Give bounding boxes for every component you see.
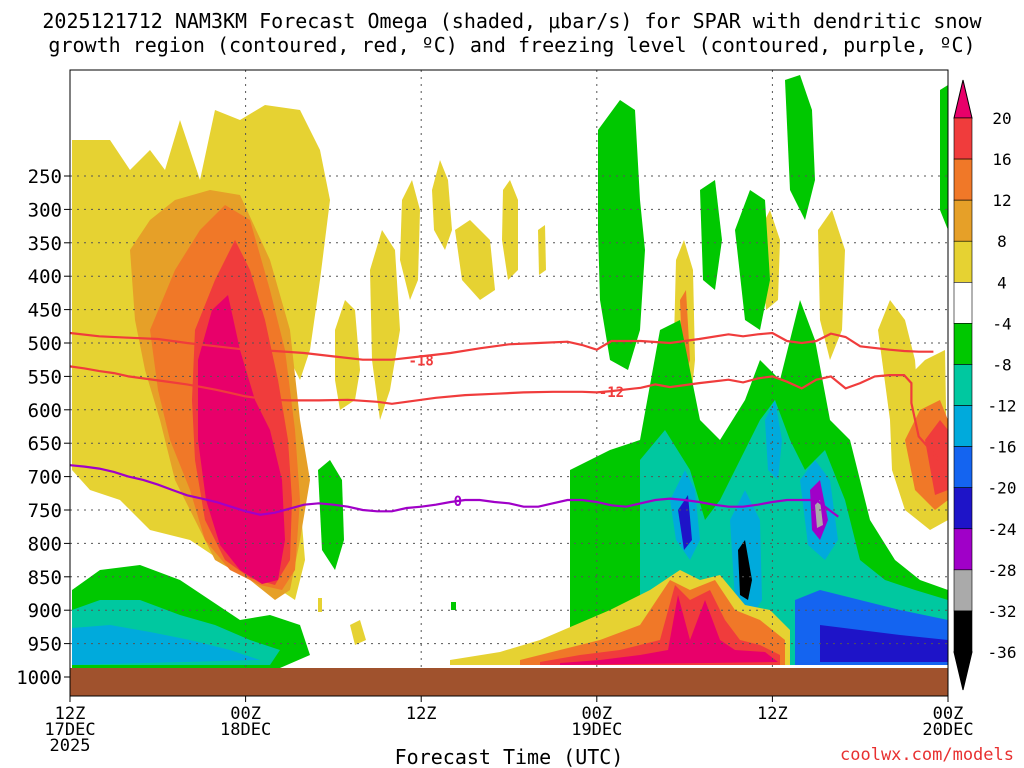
colorbar-bin-2 bbox=[953, 199, 973, 242]
shade-magenta-low bbox=[560, 595, 778, 665]
y-tick-label-650: 650 bbox=[28, 433, 62, 455]
shade-yellow-cell-a bbox=[335, 300, 360, 410]
shade-yellow-cell-tiny bbox=[318, 598, 322, 612]
y-tick-label-900: 900 bbox=[28, 600, 62, 622]
colorbar-label-8: -16 bbox=[988, 438, 1017, 457]
colorbar-bin-6 bbox=[953, 364, 973, 406]
x-tick-label-60-1: 20DEC bbox=[922, 720, 973, 740]
shade-green-cell-mid bbox=[318, 460, 344, 570]
contour-lines: -18 -12 0 bbox=[70, 331, 948, 518]
contour-dgz-minus-12 bbox=[70, 365, 948, 473]
colorbar-bin-3 bbox=[953, 240, 973, 283]
colorbar-bin-0 bbox=[953, 117, 973, 160]
shade-green-upper-a bbox=[598, 100, 645, 370]
shade-yellow-cell-d bbox=[432, 160, 452, 250]
shade-green-cell-tiny bbox=[451, 602, 456, 610]
shade-yellow-cell-small bbox=[350, 620, 366, 645]
y-tick-label-800: 800 bbox=[28, 533, 62, 555]
colorbar-label-13: -36 bbox=[988, 643, 1017, 662]
colorbar-label-6: -8 bbox=[992, 355, 1011, 374]
y-tick-label-600: 600 bbox=[28, 400, 62, 422]
colorbar-top-arrow bbox=[953, 79, 973, 119]
y-axis: 250 300 350 400 450 500 550 600 650 700 750 800 850 9… bbox=[16, 166, 70, 689]
colorbar-bin-4 bbox=[953, 282, 973, 324]
y-tick-label-850: 850 bbox=[28, 567, 62, 589]
x-tick-label-60-0: 00Z bbox=[933, 704, 964, 724]
colorbar-bin-10 bbox=[953, 528, 973, 571]
chart-title-line-1: 2025121712 NAM3KM Forecast Omega (shaded… bbox=[42, 9, 982, 33]
shade-cyan-low-left bbox=[72, 625, 260, 665]
colorbar: 20 16 12 8 4 -4 -8 -12 -16 -20 -24 -28 -32 -36 bbox=[953, 79, 1017, 691]
colorbar-label-11: -28 bbox=[988, 561, 1017, 580]
colorbar-label-1: 16 bbox=[992, 150, 1011, 169]
y-tick-label-950: 950 bbox=[28, 634, 62, 656]
x-tick-label-36-1: 19DEC bbox=[571, 720, 622, 740]
shade-gray-cell bbox=[815, 500, 823, 528]
colorbar-label-4: 4 bbox=[997, 273, 1007, 292]
shade-green-upper-d bbox=[785, 75, 815, 220]
colorbar-label-3: 8 bbox=[997, 232, 1007, 251]
x-tick-label-12-0: 00Z bbox=[230, 704, 261, 724]
colorbar-bin-9 bbox=[953, 487, 973, 530]
colorbar-bin-1 bbox=[953, 158, 973, 201]
y-tick-label-550: 550 bbox=[28, 366, 62, 388]
shade-yellow-cell-c bbox=[400, 180, 420, 300]
contour-dgz-minus-18 bbox=[70, 331, 934, 361]
plot-frame bbox=[69, 69, 949, 697]
colorbar-label-5: -4 bbox=[992, 314, 1011, 333]
colorbar-bin-11 bbox=[953, 569, 973, 612]
y-tick-label-250: 250 bbox=[28, 166, 62, 188]
shade-yellow-cell-e bbox=[455, 220, 495, 300]
colorbar-bin-8 bbox=[953, 446, 973, 488]
colorbar-label-12: -32 bbox=[988, 602, 1017, 621]
shade-navy-cell-a bbox=[678, 495, 692, 550]
shade-black-cell bbox=[738, 540, 752, 600]
colorbar-label-9: -20 bbox=[988, 479, 1017, 498]
colorbar-label-2: 12 bbox=[992, 191, 1011, 210]
shade-yellow-cell-b bbox=[370, 230, 400, 420]
source-credit: coolwx.com/models bbox=[840, 745, 1014, 765]
contour-label-dgz-minus-12: -12 bbox=[599, 385, 624, 401]
x-axis-title: Forecast Time (UTC) bbox=[395, 745, 624, 768]
x-tick-label-48-0: 12Z bbox=[757, 704, 788, 724]
shade-yellow-cell-g bbox=[538, 225, 546, 275]
plot-area: -18 -12 0 bbox=[70, 70, 948, 696]
colorbar-bin-7 bbox=[953, 405, 973, 447]
chart-title-line-2: growth region (contoured, red, ºC) and f… bbox=[48, 33, 975, 57]
contour-label-freezing-level-0: 0 bbox=[454, 494, 462, 510]
shade-green-upper-c bbox=[735, 190, 770, 330]
colorbar-label-10: -24 bbox=[988, 520, 1017, 539]
y-tick-label-700: 700 bbox=[28, 467, 62, 489]
y-tick-label-750: 750 bbox=[28, 500, 62, 522]
y-tick-label-400: 400 bbox=[28, 266, 62, 288]
shade-green-upper-e bbox=[940, 85, 948, 230]
colorbar-bin-5 bbox=[953, 323, 973, 365]
y-tick-label-300: 300 bbox=[28, 199, 62, 221]
x-tick-label-0-2: 2025 bbox=[50, 736, 91, 756]
y-tick-label-350: 350 bbox=[28, 233, 62, 255]
shade-yellow-cell-j bbox=[818, 210, 845, 360]
colorbar-label-0: 20 bbox=[992, 109, 1011, 128]
shade-yellow-cell-f bbox=[502, 180, 518, 280]
ground-surface bbox=[70, 668, 948, 696]
x-tick-label-12-1: 18DEC bbox=[220, 720, 271, 740]
y-tick-label-450: 450 bbox=[28, 300, 62, 322]
contour-label-dgz-minus-18: -18 bbox=[409, 354, 434, 370]
colorbar-bin-12 bbox=[953, 610, 973, 653]
x-tick-label-0-0: 12Z bbox=[55, 704, 86, 724]
omega-shading bbox=[72, 75, 948, 668]
x-tick-label-0-1: 17DEC bbox=[44, 720, 95, 740]
x-tick-label-24-0: 12Z bbox=[406, 704, 437, 724]
shade-cyan-cell-d bbox=[765, 400, 782, 480]
colorbar-label-7: -12 bbox=[988, 397, 1017, 416]
y-tick-label-500: 500 bbox=[28, 333, 62, 355]
colorbar-bottom-arrow bbox=[953, 651, 973, 691]
contour-freezing-level-0 bbox=[70, 464, 839, 518]
shade-green-upper-b bbox=[700, 180, 722, 290]
shade-magenta-plume bbox=[198, 295, 285, 584]
x-tick-label-36-0: 00Z bbox=[581, 704, 612, 724]
y-tick-label-1000: 1000 bbox=[16, 667, 62, 689]
